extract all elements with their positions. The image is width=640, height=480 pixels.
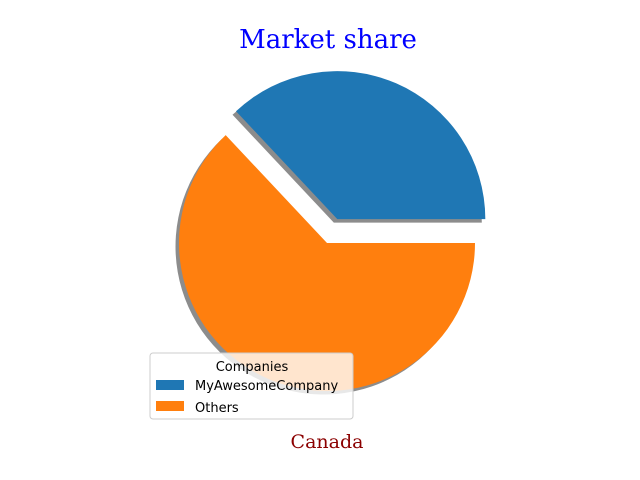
slice-myawesomecompany <box>236 71 486 220</box>
legend-label-others: Others <box>195 401 239 416</box>
chart-title: Market share <box>239 25 417 55</box>
legend-swatch-mycompany <box>156 380 184 390</box>
pie-slices <box>179 71 486 391</box>
slice-label-myawesomecompany: MyAwesomeCompany <box>402 0 540 1</box>
x-axis-label: Canada <box>291 431 364 453</box>
legend-swatch-others <box>156 401 184 411</box>
legend-title: Companies <box>216 360 289 375</box>
legend-frame <box>149 352 354 420</box>
legend-label-mycompany: MyAwesomeCompany <box>195 379 338 394</box>
slice-others <box>179 135 476 391</box>
slice-labels: MyAwesomeCompany <box>402 0 540 1</box>
legend: Companies MyAwesomeCompany Others <box>149 352 354 420</box>
